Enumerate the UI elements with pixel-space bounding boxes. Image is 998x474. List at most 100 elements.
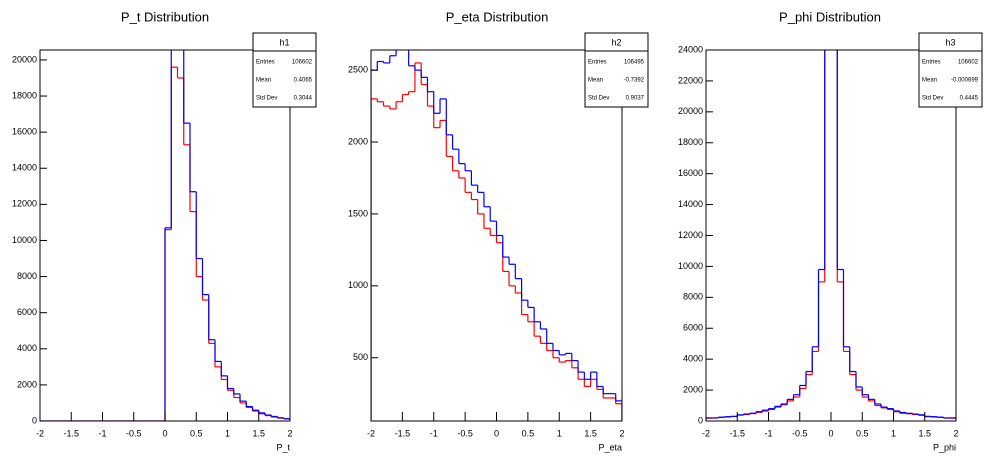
stats-frame	[918, 32, 983, 108]
x-tick-label: 0.5	[522, 428, 535, 438]
x-tick-label: 1	[891, 428, 896, 438]
histogram-lines	[40, 50, 290, 421]
x-tick-label: 1	[557, 428, 562, 438]
x-tick-label: -0.5	[792, 428, 808, 438]
stats-name: h2	[611, 37, 621, 47]
y-tick-label: 8000	[17, 271, 37, 281]
x-tick-label: -1.5	[395, 428, 411, 438]
y-tick-label: 1500	[348, 208, 368, 218]
stats-label: Std Dev	[256, 96, 277, 102]
y-tick-label: 0	[698, 415, 703, 425]
stats-value: -0.7392	[624, 78, 645, 84]
stats-label: Mean	[256, 78, 271, 84]
x-tick-label: 2	[953, 428, 958, 438]
y-tick-label: 4000	[17, 343, 37, 353]
chart-title: P_t Distribution	[121, 9, 209, 24]
y-tick-label: 0	[32, 415, 37, 425]
x-tick-label: 1.5	[918, 428, 931, 438]
x-tick-label: 1.5	[584, 428, 597, 438]
x-tick-label: -1	[98, 428, 106, 438]
panel: P_phi Distribution 0 2000 4000 6000 8000 10000…	[678, 9, 983, 452]
histogram-lines	[706, 50, 956, 421]
stats-label: Entries	[922, 60, 941, 66]
y-tick-label: 500	[353, 352, 368, 362]
x-tick-label: 0	[828, 428, 833, 438]
series	[371, 50, 622, 421]
stats-name: h1	[279, 37, 289, 47]
y-tick-label: 18000	[12, 90, 37, 100]
stats-value: 106495	[624, 60, 645, 66]
x-tick-label: -1.5	[63, 428, 79, 438]
y-tick-label: 6000	[683, 323, 703, 333]
y-tick-label: 12000	[678, 230, 703, 240]
panel: P_eta Distribution 500 1000 1500 2000 2500 -2 -…	[348, 9, 649, 452]
x-axis-label: P_eta	[598, 442, 622, 452]
y-tick-label: 22000	[678, 75, 703, 85]
x-tick-label: -2	[367, 428, 375, 438]
stats-value: 0.9037	[626, 96, 645, 102]
series	[706, 50, 956, 421]
stats-value: 106602	[958, 60, 979, 66]
stats-value: 0.3044	[294, 96, 313, 102]
y-tick-label: 14000	[12, 163, 37, 173]
y-tick-label: 12000	[12, 199, 37, 209]
y-tick-label: 2500	[348, 65, 368, 75]
stats-value: 0.4065	[294, 78, 313, 84]
x-tick-label: -2	[702, 428, 710, 438]
y-tick-label: 24000	[678, 44, 703, 54]
x-tick-label: -1	[764, 428, 772, 438]
stats-frame	[252, 32, 317, 108]
x-tick-label: 1.5	[252, 428, 265, 438]
y-tick-label: 4000	[683, 354, 703, 364]
y-tick-label: 8000	[683, 292, 703, 302]
stats-label: Entries	[256, 60, 275, 66]
panel: P_t Distribution020004000600080001000012…	[12, 9, 317, 452]
y-tick-label: 10000	[678, 261, 703, 271]
y-tick-label: 18000	[678, 137, 703, 147]
x-tick-label: 2	[287, 428, 292, 438]
x-axis-label: P_phi	[933, 442, 956, 452]
y-tick-label: 14000	[678, 199, 703, 209]
stats-box: h2 Entries 106495 Mean -0.7392 Std Dev 0.9037	[584, 32, 649, 108]
y-tick-label: 16000	[12, 127, 37, 137]
y-tick-label: 6000	[17, 307, 37, 317]
chart-title: P_phi Distribution	[779, 9, 881, 24]
x-tick-label: 0	[162, 428, 167, 438]
y-tick-label: 2000	[348, 136, 368, 146]
x-axis-label: P_t	[276, 442, 290, 452]
stats-box: h1 Entries 106602 Mean 0.4065 Std Dev 0.3044	[252, 32, 317, 108]
x-tick-label: -1	[430, 428, 438, 438]
y-tick-label: 16000	[678, 168, 703, 178]
x-tick-label: -0.5	[457, 428, 473, 438]
x-tick-label: 2	[619, 428, 624, 438]
x-tick-label: -2	[36, 428, 44, 438]
stats-label: Mean	[922, 78, 937, 84]
stats-label: Entries	[588, 60, 607, 66]
stats-value: 0.4445	[960, 96, 979, 102]
histogram-lines	[371, 50, 622, 421]
x-tick-label: 0	[494, 428, 499, 438]
y-tick-label: 2000	[17, 379, 37, 389]
stats-label: Std Dev	[922, 96, 943, 102]
stats-label: Std Dev	[588, 96, 609, 102]
x-tick-label: 0.5	[190, 428, 203, 438]
x-tick-label: -0.5	[126, 428, 142, 438]
y-tick-label: 20000	[678, 106, 703, 116]
stats-name: h3	[945, 37, 955, 47]
y-tick-label: 2000	[683, 384, 703, 394]
x-tick-label: 0.5	[856, 428, 869, 438]
y-tick-label: 10000	[12, 235, 37, 245]
stats-frame	[584, 32, 649, 108]
y-tick-label: 1000	[348, 280, 368, 290]
x-tick-label: -1.5	[729, 428, 745, 438]
stats-value: 106602	[292, 60, 313, 66]
series	[371, 62, 622, 421]
x-tick-label: 1	[225, 428, 230, 438]
stats-label: Mean	[588, 78, 603, 84]
y-tick-label: 20000	[12, 54, 37, 64]
stats-box: h3 Entries 106602 Mean -0.000699 Std Dev 0.444…	[918, 32, 983, 108]
stats-value: -0.000699	[951, 78, 979, 84]
series	[40, 50, 290, 421]
chart-title: P_eta Distribution	[446, 9, 549, 24]
